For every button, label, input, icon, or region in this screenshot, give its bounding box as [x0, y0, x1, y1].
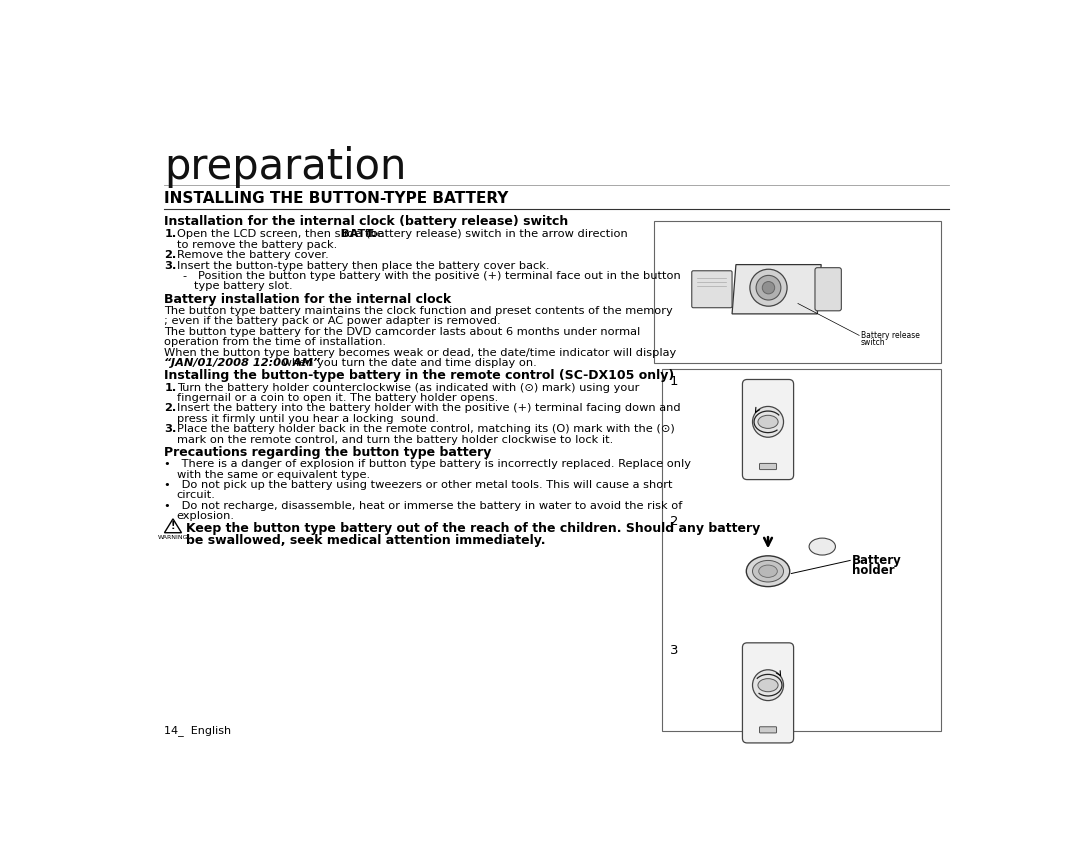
- Text: type battery slot.: type battery slot.: [194, 282, 293, 291]
- Text: holder: holder: [852, 563, 894, 576]
- Text: 3.: 3.: [164, 261, 177, 271]
- Text: When the button type battery becomes weak or dead, the date/time indicator will : When the button type battery becomes wea…: [164, 348, 677, 358]
- Text: -   Position the button type battery with the positive (+) terminal face out in : - Position the button type battery with …: [183, 271, 680, 281]
- Text: “JAN/01/2008 12:00 AM”: “JAN/01/2008 12:00 AM”: [164, 358, 321, 368]
- Circle shape: [753, 670, 783, 700]
- Circle shape: [756, 276, 781, 300]
- Text: Turn the battery holder counterclockwise (as indicated with (⊙) mark) using your: Turn the battery holder counterclockwise…: [177, 382, 639, 393]
- FancyBboxPatch shape: [815, 267, 841, 310]
- FancyBboxPatch shape: [742, 643, 794, 743]
- Text: Installing the button-type battery in the remote control (SC-DX105 only): Installing the button-type battery in th…: [164, 370, 675, 382]
- Text: preparation: preparation: [164, 146, 407, 188]
- FancyBboxPatch shape: [759, 464, 777, 470]
- Text: 3: 3: [670, 645, 678, 657]
- Ellipse shape: [759, 565, 778, 577]
- FancyBboxPatch shape: [759, 727, 777, 733]
- Text: •   There is a danger of explosion if button type battery is incorrectly replace: • There is a danger of explosion if butt…: [164, 459, 691, 470]
- Text: 1.: 1.: [164, 229, 177, 239]
- Text: switch: switch: [861, 338, 886, 347]
- Text: fingernail or a coin to open it. The battery holder opens.: fingernail or a coin to open it. The bat…: [177, 393, 498, 403]
- FancyBboxPatch shape: [742, 380, 794, 480]
- Text: Open the LCD screen, then slide the: Open the LCD screen, then slide the: [177, 229, 387, 239]
- Text: be swallowed, seek medical attention immediately.: be swallowed, seek medical attention imm…: [186, 534, 545, 547]
- Text: Insert the battery into the battery holder with the positive (+) terminal facing: Insert the battery into the battery hold…: [177, 404, 680, 414]
- Bar: [662, 370, 941, 732]
- Text: (battery release) switch in the arrow direction: (battery release) switch in the arrow di…: [366, 229, 627, 239]
- Text: INSTALLING THE BUTTON-TYPE BATTERY: INSTALLING THE BUTTON-TYPE BATTERY: [164, 191, 509, 206]
- Text: BATT.: BATT.: [341, 229, 376, 239]
- Text: 2.: 2.: [164, 250, 177, 261]
- Text: !: !: [171, 521, 175, 531]
- Text: with the same or equivalent type.: with the same or equivalent type.: [177, 470, 370, 480]
- Text: 2: 2: [670, 515, 678, 528]
- Text: Insert the button-type battery then place the battery cover back.: Insert the button-type battery then plac…: [177, 261, 550, 271]
- Bar: [654, 221, 941, 363]
- Text: 14_  English: 14_ English: [164, 725, 231, 736]
- Circle shape: [750, 269, 787, 306]
- Ellipse shape: [753, 560, 783, 582]
- Text: Installation for the internal clock (battery release) switch: Installation for the internal clock (bat…: [164, 216, 569, 228]
- Text: press it firmly until you hear a locking  sound.: press it firmly until you hear a locking…: [177, 414, 438, 424]
- Ellipse shape: [809, 538, 836, 555]
- Text: Remove the battery cover.: Remove the battery cover.: [177, 250, 328, 261]
- Text: Keep the button type battery out of the reach of the children. Should any batter: Keep the button type battery out of the …: [186, 522, 760, 535]
- Text: •   Do not pick up the battery using tweezers or other metal tools. This will ca: • Do not pick up the battery using tweez…: [164, 480, 673, 490]
- Ellipse shape: [746, 556, 789, 586]
- Text: •   Do not recharge, disassemble, heat or immerse the battery in water to avoid : • Do not recharge, disassemble, heat or …: [164, 501, 683, 511]
- Ellipse shape: [758, 415, 778, 428]
- Text: The button type battery for the DVD camcorder lasts about 6 months under normal: The button type battery for the DVD camc…: [164, 327, 640, 337]
- Text: 2.: 2.: [164, 404, 177, 414]
- Ellipse shape: [758, 678, 778, 692]
- Text: WARNING: WARNING: [158, 535, 188, 540]
- Text: Battery installation for the internal clock: Battery installation for the internal cl…: [164, 293, 451, 306]
- Text: Battery: Battery: [852, 553, 902, 567]
- Text: mark on the remote control, and turn the battery holder clockwise to lock it.: mark on the remote control, and turn the…: [177, 435, 613, 445]
- Text: Battery release: Battery release: [861, 331, 919, 340]
- Text: operation from the time of installation.: operation from the time of installation.: [164, 338, 387, 347]
- Polygon shape: [732, 265, 821, 314]
- Text: Precautions regarding the button type battery: Precautions regarding the button type ba…: [164, 446, 491, 459]
- Text: to remove the battery pack.: to remove the battery pack.: [177, 239, 337, 250]
- Text: 1: 1: [670, 375, 678, 387]
- Text: ; even if the battery pack or AC power adapter is removed.: ; even if the battery pack or AC power a…: [164, 316, 501, 327]
- Text: The button type battery maintains the clock function and preset contents of the : The button type battery maintains the cl…: [164, 306, 673, 316]
- Text: Place the battery holder back in the remote control, matching its (O) mark with : Place the battery holder back in the rem…: [177, 424, 675, 434]
- FancyBboxPatch shape: [692, 271, 732, 308]
- Text: 3.: 3.: [164, 424, 177, 434]
- Circle shape: [762, 282, 774, 294]
- Text: when you turn the date and time display on.: when you turn the date and time display …: [279, 358, 537, 368]
- Circle shape: [753, 406, 783, 437]
- Text: circuit.: circuit.: [177, 491, 216, 501]
- Text: explosion.: explosion.: [177, 511, 234, 521]
- Text: 1.: 1.: [164, 382, 177, 393]
